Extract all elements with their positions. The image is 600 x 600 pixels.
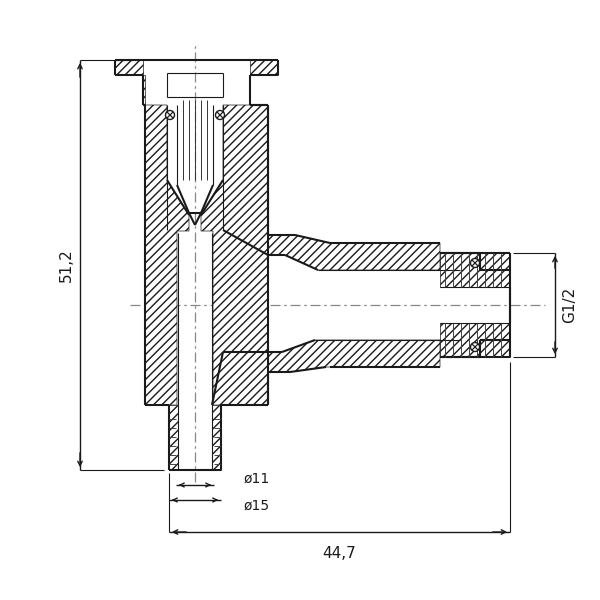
Polygon shape <box>268 235 440 270</box>
Polygon shape <box>440 323 510 357</box>
Polygon shape <box>440 253 480 270</box>
Polygon shape <box>143 75 145 105</box>
Polygon shape <box>115 60 143 75</box>
Text: 44,7: 44,7 <box>323 546 356 561</box>
Polygon shape <box>145 105 189 405</box>
Polygon shape <box>440 253 510 287</box>
Text: G1/2: G1/2 <box>563 287 577 323</box>
Circle shape <box>166 110 175 119</box>
Polygon shape <box>212 405 221 470</box>
Polygon shape <box>201 105 268 405</box>
Polygon shape <box>268 340 460 372</box>
Polygon shape <box>440 340 480 357</box>
Circle shape <box>470 259 479 268</box>
Polygon shape <box>143 75 145 105</box>
Circle shape <box>215 110 224 119</box>
Circle shape <box>470 343 479 352</box>
Text: ø11: ø11 <box>244 472 270 486</box>
Polygon shape <box>250 60 278 75</box>
Text: 51,2: 51,2 <box>59 248 74 282</box>
Polygon shape <box>169 405 178 470</box>
Text: ø15: ø15 <box>244 499 270 513</box>
